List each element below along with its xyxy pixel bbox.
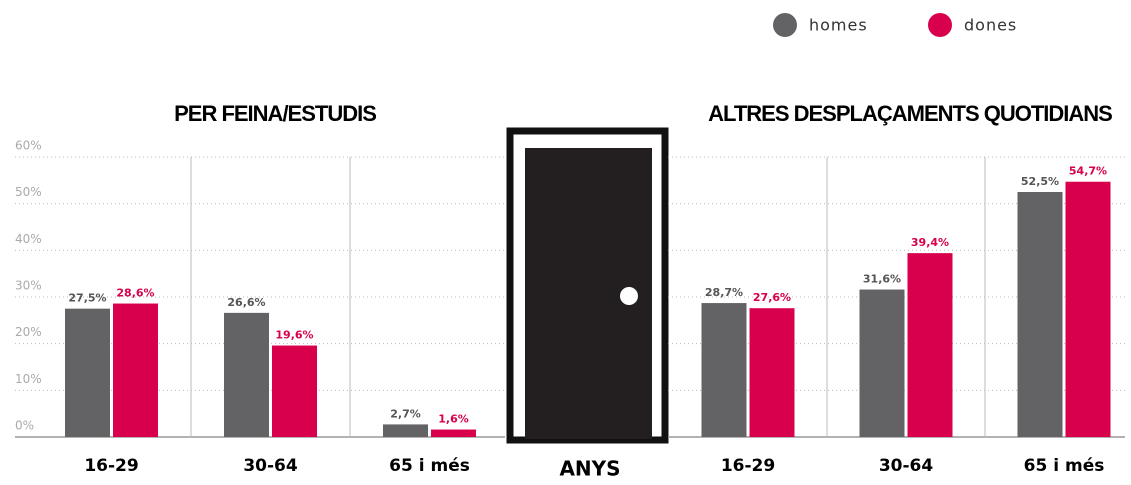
- value-label: 26,6%: [227, 296, 265, 309]
- bar: [431, 429, 476, 437]
- x-tick-label: 65 i més: [1024, 456, 1105, 476]
- y-tick-label: 40%: [15, 232, 42, 246]
- value-label: 28,6%: [116, 287, 154, 300]
- value-label: 27,6%: [753, 291, 791, 304]
- bar: [383, 424, 428, 437]
- legend-swatch: [928, 13, 952, 37]
- x-tick-label: 65 i més: [389, 456, 470, 476]
- y-tick-label: 20%: [15, 325, 42, 339]
- door: [506, 127, 669, 444]
- y-tick-label: 30%: [15, 279, 42, 293]
- value-label: 54,7%: [1069, 165, 1107, 178]
- y-tick-label: 0%: [15, 419, 34, 433]
- bar: [65, 308, 110, 437]
- value-label: 1,6%: [438, 413, 469, 426]
- bar: [113, 303, 158, 437]
- y-tick-label: 10%: [15, 372, 42, 386]
- legend-label: dones: [964, 16, 1017, 35]
- value-label: 19,6%: [275, 329, 313, 342]
- value-label: 27,5%: [68, 292, 106, 305]
- bar: [1065, 181, 1111, 437]
- bar: [907, 253, 953, 437]
- x-tick-label: 16-29: [84, 456, 138, 476]
- bar: [749, 308, 795, 437]
- bar: [859, 289, 905, 437]
- x-tick-label: 30-64: [243, 456, 298, 476]
- bar: [701, 303, 747, 437]
- y-tick-label: 50%: [15, 185, 42, 199]
- bar: [1017, 192, 1063, 437]
- value-label: 39,4%: [911, 236, 949, 249]
- value-label: 31,6%: [863, 273, 901, 286]
- bar: [272, 345, 317, 437]
- x-tick-label: 30-64: [879, 456, 934, 476]
- legend-label: homes: [809, 16, 868, 35]
- y-tick-label: 60%: [15, 139, 42, 153]
- legend-swatch: [773, 13, 797, 37]
- value-label: 28,7%: [705, 286, 743, 299]
- panel-title: PER FEINA/ESTUDIS: [174, 101, 376, 126]
- panel-title: ALTRES DESPLAÇAMENTS QUOTIDIANS: [708, 101, 1112, 126]
- value-label: 2,7%: [390, 407, 421, 420]
- bar: [224, 312, 269, 437]
- x-axis-label: ANYS: [559, 457, 620, 481]
- value-label: 52,5%: [1021, 175, 1059, 188]
- x-tick-label: 16-29: [721, 456, 775, 476]
